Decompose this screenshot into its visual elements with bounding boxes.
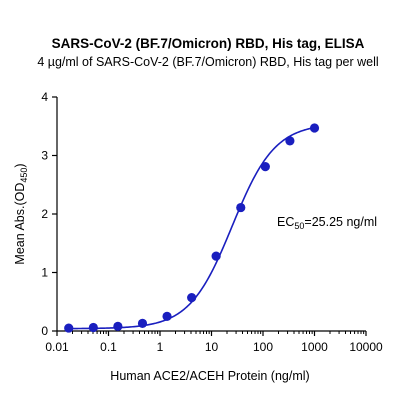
data-point bbox=[137, 318, 148, 328]
data-point bbox=[309, 123, 320, 133]
data-point bbox=[113, 321, 123, 331]
data-point bbox=[162, 311, 172, 321]
y-axis-label-subscript: 450 bbox=[19, 168, 29, 183]
data-point bbox=[187, 293, 197, 303]
ec50-prefix: EC bbox=[277, 215, 294, 229]
y-tick-label: 1 bbox=[41, 266, 48, 280]
x-tick-label: 1 bbox=[157, 340, 164, 354]
x-tick-label: 0.1 bbox=[100, 340, 117, 354]
y-axis-label-prefix: Mean Abs.(OD bbox=[13, 183, 27, 265]
ec50-subscript: 50 bbox=[294, 221, 304, 231]
chart-subtitle: 4 µg/ml of SARS-CoV-2 (BF.7/Omicron) RBD… bbox=[37, 55, 378, 69]
x-tick-label: 10 bbox=[205, 340, 219, 354]
y-tick-label: 3 bbox=[41, 149, 48, 163]
x-tick-label: 100 bbox=[253, 340, 273, 354]
data-point bbox=[88, 322, 98, 333]
axes: 0.01 0.1 1 10 100 1000 10000 0 1 2 3 4 bbox=[41, 90, 383, 354]
x-axis-label: Human ACE2/ACEH Protein (ng/ml) bbox=[110, 369, 309, 383]
x-tick-label: 0.01 bbox=[45, 340, 69, 354]
ec50-annotation: EC50=25.25 ng/ml bbox=[277, 215, 377, 231]
data-point bbox=[260, 162, 270, 172]
data-point bbox=[211, 251, 221, 261]
y-tick-label: 0 bbox=[41, 324, 48, 338]
data-point bbox=[285, 136, 295, 146]
y-tick-label: 4 bbox=[41, 90, 48, 104]
y-axis-label-suffix: ) bbox=[13, 163, 27, 167]
ec50-value: =25.25 ng/ml bbox=[304, 215, 377, 229]
x-tick-label: 1000 bbox=[301, 340, 328, 354]
data-points-group bbox=[64, 123, 320, 333]
chart-title: SARS-CoV-2 (BF.7/Omicron) RBD, His tag, … bbox=[52, 36, 365, 51]
y-tick-label: 2 bbox=[41, 207, 48, 221]
y-axis-label: Mean Abs.(OD450) bbox=[13, 163, 29, 264]
x-tick-label: 10000 bbox=[349, 340, 383, 354]
data-point bbox=[236, 202, 246, 213]
data-point bbox=[64, 323, 74, 333]
